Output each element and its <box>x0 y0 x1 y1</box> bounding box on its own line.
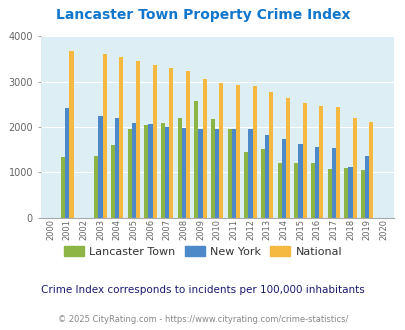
Bar <box>185 71 190 218</box>
Bar <box>219 83 223 218</box>
Bar <box>269 92 273 218</box>
Bar <box>61 156 65 218</box>
Bar <box>231 129 235 218</box>
Bar <box>347 167 352 218</box>
Bar <box>335 107 339 218</box>
Text: Crime Index corresponds to incidents per 100,000 inhabitants: Crime Index corresponds to incidents per… <box>41 285 364 295</box>
Bar <box>285 98 290 218</box>
Bar <box>136 61 140 218</box>
Bar <box>211 119 215 218</box>
Bar <box>65 108 69 218</box>
Bar <box>102 53 107 218</box>
Bar <box>148 124 152 218</box>
Bar <box>352 117 356 218</box>
Text: Lancaster Town Property Crime Index: Lancaster Town Property Crime Index <box>55 8 350 22</box>
Bar <box>260 149 264 218</box>
Bar <box>115 118 119 218</box>
Bar <box>248 129 252 218</box>
Bar <box>318 106 323 218</box>
Bar <box>294 163 298 218</box>
Bar <box>310 163 314 218</box>
Text: © 2025 CityRating.com - https://www.cityrating.com/crime-statistics/: © 2025 CityRating.com - https://www.city… <box>58 315 347 324</box>
Bar <box>94 156 98 218</box>
Bar <box>252 86 256 218</box>
Bar <box>244 151 248 218</box>
Bar <box>144 125 148 218</box>
Bar <box>198 129 202 218</box>
Bar <box>343 168 347 218</box>
Bar <box>181 127 185 218</box>
Bar <box>119 57 123 218</box>
Bar <box>327 169 331 218</box>
Bar <box>132 123 136 218</box>
Bar <box>152 65 156 218</box>
Bar <box>314 147 318 218</box>
Bar <box>364 156 368 218</box>
Bar <box>194 101 198 218</box>
Bar <box>165 127 169 218</box>
Bar <box>215 129 219 218</box>
Bar <box>169 68 173 218</box>
Bar <box>98 116 102 218</box>
Bar <box>127 129 132 218</box>
Bar <box>264 135 269 218</box>
Bar <box>277 163 281 218</box>
Bar <box>202 79 206 218</box>
Bar <box>298 144 302 218</box>
Bar <box>227 129 231 218</box>
Bar <box>281 139 285 218</box>
Bar <box>69 51 73 218</box>
Bar <box>177 118 181 218</box>
Bar <box>111 145 115 218</box>
Bar <box>160 123 165 218</box>
Bar <box>331 148 335 218</box>
Legend: Lancaster Town, New York, National: Lancaster Town, New York, National <box>59 242 346 261</box>
Bar <box>360 170 364 218</box>
Bar <box>302 104 306 218</box>
Bar <box>368 122 373 218</box>
Bar <box>235 85 239 218</box>
